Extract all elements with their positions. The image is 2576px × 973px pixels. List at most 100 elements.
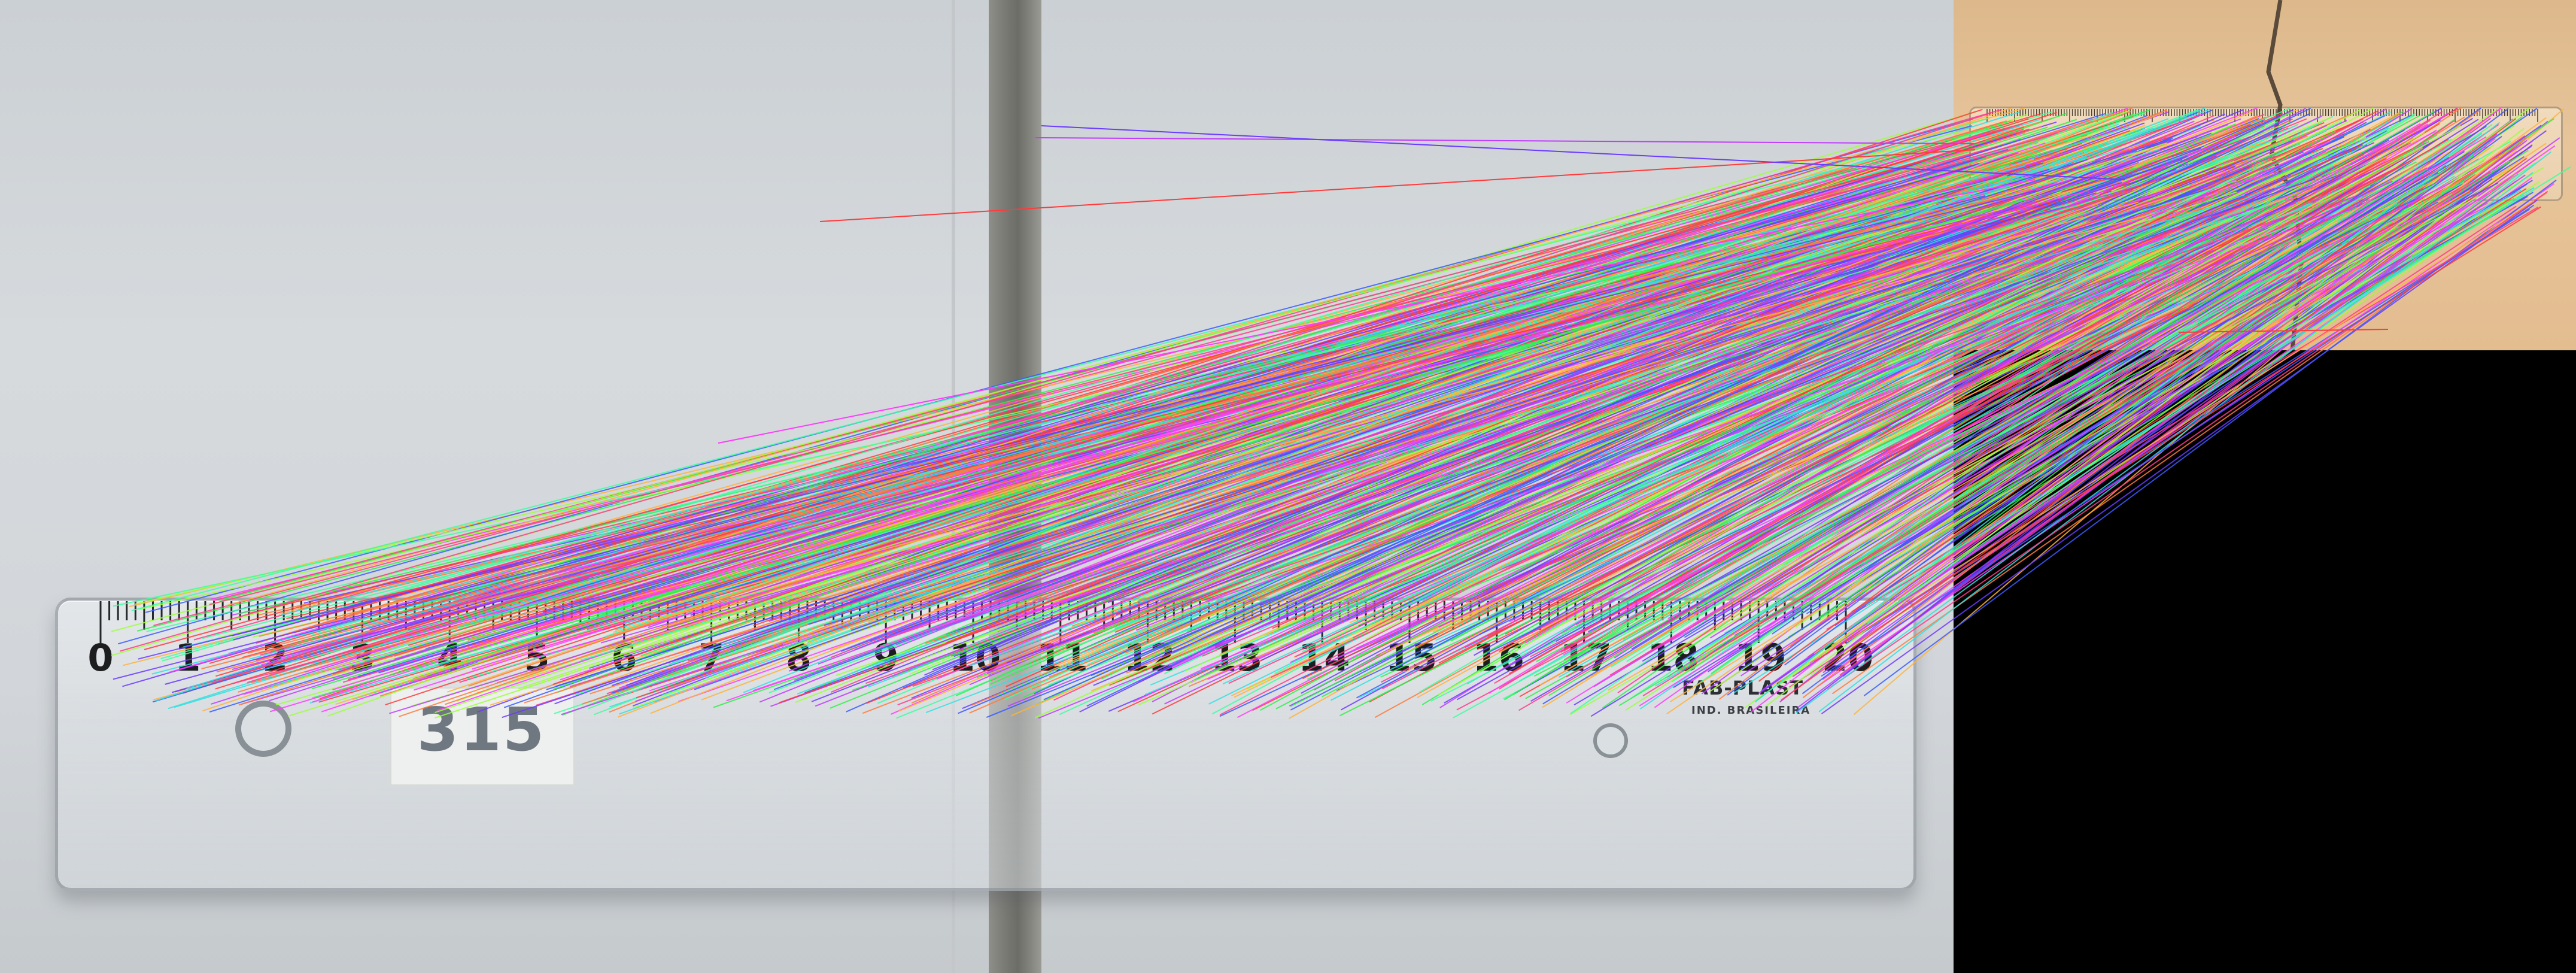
match-line xyxy=(1560,125,2461,610)
match-line xyxy=(1709,160,2484,639)
match-line xyxy=(636,180,2153,699)
match-line xyxy=(1418,190,2410,602)
match-line xyxy=(1417,147,2423,698)
match-line xyxy=(1765,128,2525,707)
match-line xyxy=(955,123,2236,697)
match-line xyxy=(232,190,2037,636)
match-line xyxy=(1784,135,2502,666)
match-line xyxy=(1057,155,2304,647)
match-line xyxy=(1796,144,2533,712)
match-line xyxy=(502,181,2122,719)
match-line xyxy=(536,190,2133,706)
match-line xyxy=(884,169,2226,630)
match-line xyxy=(1439,108,2413,708)
match-line xyxy=(1609,158,2480,676)
match-line xyxy=(1335,203,2363,660)
match-line xyxy=(1107,178,2316,604)
match-line xyxy=(1693,136,2487,615)
match-line xyxy=(1013,140,2268,601)
match-line xyxy=(1706,151,2505,652)
match-line xyxy=(1195,160,2310,680)
match-line xyxy=(1200,129,2326,620)
match-line xyxy=(1740,190,2484,677)
match-line xyxy=(552,130,2131,686)
match-line xyxy=(1813,206,2541,662)
match-line xyxy=(1563,168,2427,656)
match-line xyxy=(590,199,2133,695)
match-line xyxy=(266,126,2048,680)
match-line-outlier xyxy=(2178,329,2389,333)
match-line xyxy=(1217,171,2347,611)
match-line xyxy=(209,149,2011,605)
match-line xyxy=(1606,187,2451,640)
match-line xyxy=(1642,151,2465,662)
match-line xyxy=(1539,176,2441,686)
match-line xyxy=(1867,162,2536,624)
match-line xyxy=(669,128,2153,665)
match-line xyxy=(1367,110,2379,610)
match-line xyxy=(687,148,2161,605)
match-line xyxy=(1079,109,2294,713)
match-line-outlier xyxy=(1041,125,2125,180)
match-line xyxy=(269,165,2024,675)
match-line xyxy=(694,156,2188,690)
match-line xyxy=(1788,205,2508,638)
match-line xyxy=(259,189,2031,637)
match-line xyxy=(212,123,2023,602)
match-line xyxy=(1866,166,2571,607)
match-line xyxy=(1788,205,2517,688)
match-line xyxy=(969,193,2246,666)
match-line xyxy=(347,113,2042,612)
match-line xyxy=(1566,182,2451,640)
match-line xyxy=(1339,206,2357,717)
match-line xyxy=(1237,148,2331,719)
match-line xyxy=(1378,130,2387,645)
match-line xyxy=(1274,125,2335,675)
match-line xyxy=(1038,202,2296,719)
match-line xyxy=(604,112,2146,638)
match-line xyxy=(1438,132,2425,696)
match-line xyxy=(1503,134,2438,701)
match-line-outlier xyxy=(1035,137,1976,144)
match-line xyxy=(1792,174,2526,677)
match-line xyxy=(312,199,2024,699)
match-line xyxy=(1707,125,2516,619)
match-line xyxy=(1158,116,2333,601)
match-line xyxy=(666,208,2172,608)
match-line xyxy=(1740,161,2510,670)
match-line xyxy=(111,131,1960,632)
match-line xyxy=(288,118,2029,674)
match-line xyxy=(483,113,2106,619)
match-line xyxy=(1851,188,2527,613)
match-line xyxy=(233,153,2022,641)
ruler-hole-small xyxy=(1593,723,1628,758)
match-line xyxy=(808,189,2205,625)
match-line xyxy=(1205,208,2353,603)
match-line xyxy=(435,177,2083,719)
label-card-text: 315 xyxy=(417,695,546,765)
match-line xyxy=(1029,155,2276,606)
match-line xyxy=(211,112,1992,684)
match-line xyxy=(850,147,2201,631)
match-line xyxy=(1827,190,2548,690)
match-line xyxy=(1758,118,2517,682)
match-line xyxy=(1701,117,2492,695)
match-line xyxy=(238,126,2042,706)
match-line xyxy=(120,108,2002,652)
match-line xyxy=(1228,165,2337,684)
match-line xyxy=(1260,142,2375,661)
match-line xyxy=(1822,180,2517,674)
ruler-brand-sub: IND. BRASILEIRA xyxy=(1691,704,1811,717)
match-line xyxy=(111,111,1976,656)
match-line xyxy=(1336,187,2399,692)
match-line xyxy=(144,146,1976,650)
match-line xyxy=(1172,107,2311,654)
match-line xyxy=(1272,144,2364,629)
match-line xyxy=(1596,138,2452,607)
match-lines xyxy=(111,107,2571,719)
match-line xyxy=(1486,199,2416,654)
match-line xyxy=(1821,204,2535,677)
match-line xyxy=(1357,171,2372,627)
match-line xyxy=(665,201,2139,619)
